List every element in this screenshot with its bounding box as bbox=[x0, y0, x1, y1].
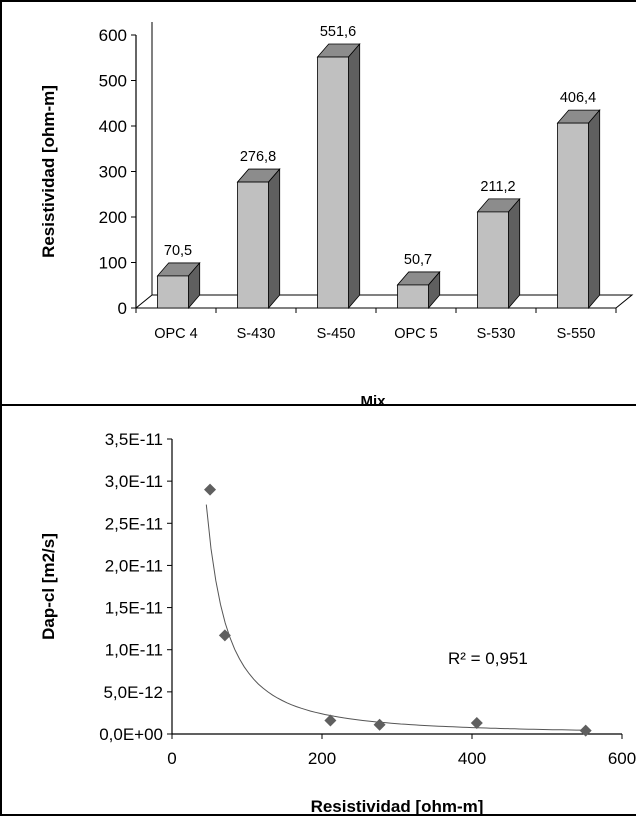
bar-front-face bbox=[157, 275, 189, 309]
x-tick-label: S-430 bbox=[237, 326, 276, 342]
data-point bbox=[470, 717, 483, 730]
diffusion-vs-resistivity-scatter: 0,0E+00 5,0E-12 1,0E-11 1,5E-11 2,0E-11 2,5E-… bbox=[39, 430, 636, 816]
bar-value-label: 50,7 bbox=[404, 252, 432, 268]
y-tick-label: 400 bbox=[99, 117, 127, 136]
bar-s-430 bbox=[236, 167, 281, 310]
data-point bbox=[204, 483, 217, 496]
x-tick-label: OPC 5 bbox=[394, 326, 438, 342]
x-tick-label: S-450 bbox=[317, 326, 356, 342]
bar-chart-panel: 0 100 200 300 400 500 600 70,5 OPC 4 276,8 S-430 55… bbox=[0, 0, 636, 408]
x-tick-label: S-550 bbox=[557, 326, 596, 342]
x-tick-label: S-530 bbox=[477, 326, 516, 342]
bar-front-face bbox=[317, 56, 349, 309]
power-trendline bbox=[205, 504, 586, 731]
y-tick-label: 200 bbox=[99, 208, 127, 227]
bar-side-face bbox=[588, 109, 601, 310]
y-axis-title: Resistividad [ohm-m] bbox=[39, 85, 58, 258]
data-point bbox=[324, 714, 337, 727]
y-tick-label: 0,0E+00 bbox=[99, 725, 163, 744]
y-tick-label: 3,5E-11 bbox=[105, 430, 163, 449]
data-point bbox=[373, 718, 386, 731]
bar-front-face bbox=[477, 211, 509, 309]
bar-side-face bbox=[268, 167, 281, 310]
y-tick-label: 100 bbox=[99, 254, 127, 273]
x-tick-label: 600 bbox=[608, 749, 636, 768]
x-tick-label: 0 bbox=[167, 749, 176, 768]
bar-s-450 bbox=[316, 42, 361, 310]
x-tick-label: 200 bbox=[308, 749, 336, 768]
scatter-chart-panel: 0,0E+00 5,0E-12 1,0E-11 1,5E-11 2,0E-11 2,5E-… bbox=[0, 404, 636, 816]
bar-s-530 bbox=[476, 197, 521, 310]
y-tick-label: 2,0E-11 bbox=[105, 556, 163, 575]
r-squared-label: R² = 0,951 bbox=[448, 649, 528, 668]
bar-opc-4 bbox=[156, 261, 201, 310]
y-axis-title: Dap-cl [m2/s] bbox=[39, 533, 58, 640]
bar-value-label: 551,6 bbox=[320, 24, 356, 40]
bar-front-face bbox=[237, 181, 269, 309]
bar-front-face bbox=[397, 284, 429, 309]
y-tick-label: 1,0E-11 bbox=[105, 641, 163, 660]
bar-front-face bbox=[557, 122, 589, 309]
y-tick-label: 0 bbox=[118, 299, 127, 318]
bar-side-face bbox=[508, 197, 521, 310]
y-tick-label: 300 bbox=[99, 163, 127, 182]
y-tick-label: 3,0E-11 bbox=[105, 472, 163, 491]
y-tick-label: 2,5E-11 bbox=[105, 514, 163, 533]
data-point bbox=[218, 629, 231, 642]
x-tick-label: OPC 4 bbox=[154, 326, 198, 342]
x-tick-label: 400 bbox=[458, 749, 486, 768]
bar-value-label: 406,4 bbox=[560, 90, 596, 106]
x-axis-title: Mix bbox=[360, 393, 386, 408]
y-tick-label: 600 bbox=[99, 26, 127, 45]
bar-opc-5 bbox=[396, 270, 441, 310]
y-tick-label: 5,0E-12 bbox=[103, 683, 163, 702]
bar-side-face bbox=[348, 42, 361, 310]
y-tick-label: 1,5E-11 bbox=[105, 599, 163, 618]
x-axis-title: Resistividad [ohm-m] bbox=[311, 797, 484, 816]
bar-s-550 bbox=[556, 109, 601, 310]
data-point bbox=[579, 724, 592, 737]
bar-value-label: 211,2 bbox=[480, 179, 515, 195]
bar-value-label: 70,5 bbox=[164, 243, 192, 259]
resistivity-bar-chart: 0 100 200 300 400 500 600 70,5 OPC 4 276,8 S-430 55… bbox=[39, 22, 634, 408]
y-tick-label: 500 bbox=[99, 72, 127, 91]
bar-value-label: 276,8 bbox=[240, 149, 276, 165]
